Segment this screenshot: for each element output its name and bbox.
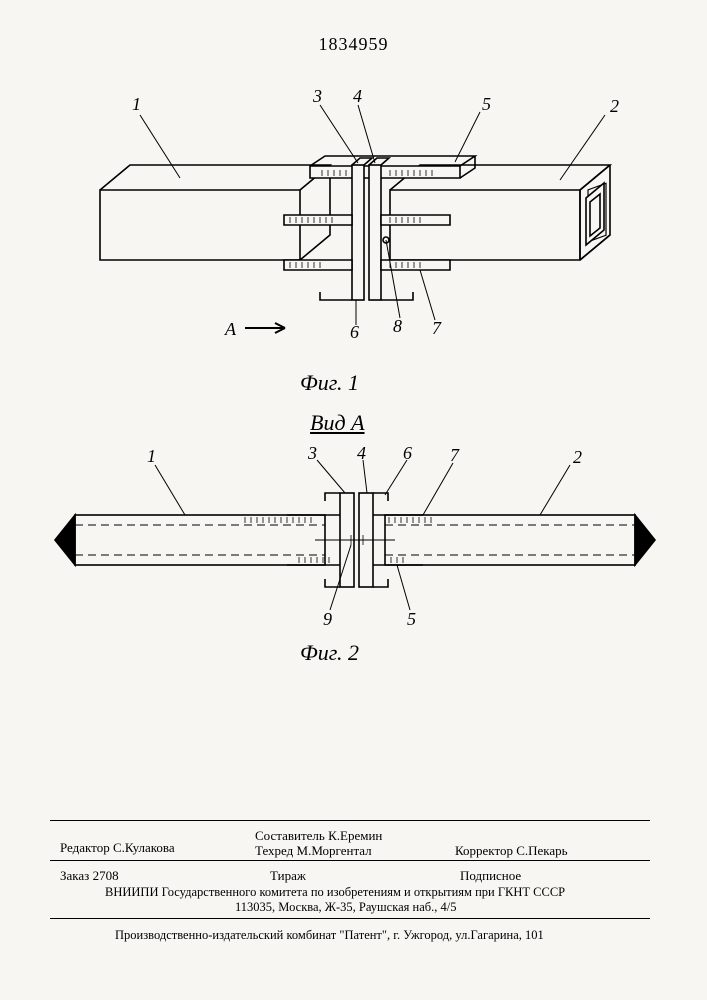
tirazh-line: Тираж xyxy=(270,868,306,884)
order-line: Заказ 2708 xyxy=(60,868,119,884)
callout-5: 5 xyxy=(482,94,491,114)
view-a-mark: А xyxy=(224,319,237,339)
callout-7b: 7 xyxy=(450,445,460,465)
callout-2b: 2 xyxy=(573,447,582,467)
callout-4b: 4 xyxy=(357,445,366,463)
callout-7: 7 xyxy=(432,318,442,338)
vniipi-line: ВНИИПИ Государственного комитета по изоб… xyxy=(105,885,565,900)
editor-line: Редактор С.Кулакова xyxy=(60,840,175,856)
compiler-line: Составитель К.Еремин xyxy=(255,828,382,844)
callout-1b: 1 xyxy=(147,446,156,466)
publisher-line: Производственно-издательский комбинат "П… xyxy=(115,928,544,943)
callout-3: 3 xyxy=(312,86,322,106)
callout-9b: 9 xyxy=(323,609,332,629)
patent-page: 1834959 xyxy=(0,0,707,1000)
callout-6: 6 xyxy=(350,322,359,340)
techred-line: Техред М.Моргентал xyxy=(255,843,372,859)
callout-1: 1 xyxy=(132,94,141,114)
fig1-caption: Фиг. 1 xyxy=(300,370,359,396)
fig2-caption: Фиг. 2 xyxy=(300,640,359,666)
address-line: 113035, Москва, Ж-35, Раушская наб., 4/5 xyxy=(235,900,456,915)
figure-2: 1 2 3 4 6 7 9 5 xyxy=(45,445,665,635)
callout-2: 2 xyxy=(610,96,619,116)
patent-number: 1834959 xyxy=(0,34,707,55)
figure-1: 1 2 3 4 5 6 7 8 А xyxy=(60,70,660,340)
callout-3b: 3 xyxy=(307,445,317,463)
view-a-caption: Вид А xyxy=(310,410,365,436)
subscription-line: Подписное xyxy=(460,868,521,884)
callout-4: 4 xyxy=(353,86,362,106)
callout-6b: 6 xyxy=(403,445,412,463)
callout-5b: 5 xyxy=(407,609,416,629)
corrector-line: Корректор С.Пекарь xyxy=(455,843,568,859)
callout-8: 8 xyxy=(393,316,402,336)
